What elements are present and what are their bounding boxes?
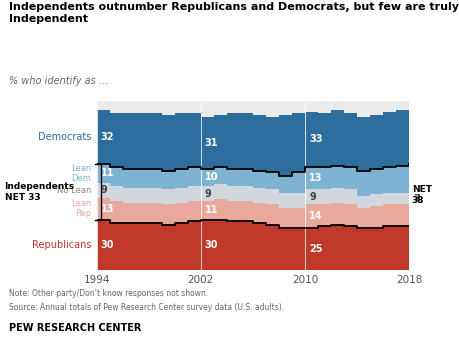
Text: Source: Annual totals of Pew Research Center survey data (U.S. adults).: Source: Annual totals of Pew Research Ce… [9,303,284,312]
Text: Lean
Rep: Lean Rep [71,199,91,218]
Text: NET
38: NET 38 [411,186,431,205]
Text: 31: 31 [204,138,218,148]
Text: 17: 17 [412,173,426,183]
Text: % who identify as ...: % who identify as ... [9,76,108,86]
Text: Independents
NET 33: Independents NET 33 [5,182,74,201]
Text: Republicans: Republicans [32,240,91,250]
Text: 25: 25 [308,244,322,254]
Text: 9: 9 [100,185,107,195]
Text: 32: 32 [100,132,114,142]
Text: 7: 7 [412,194,419,203]
Text: 13: 13 [308,173,322,183]
Text: PEW RESEARCH CENTER: PEW RESEARCH CENTER [9,323,141,333]
Text: 33: 33 [308,135,322,144]
Text: 9: 9 [204,189,211,198]
Text: 10: 10 [204,172,218,183]
Text: 30: 30 [100,240,114,250]
Text: 13: 13 [100,204,114,214]
Text: No Lean: No Lean [57,186,91,195]
Text: 31: 31 [412,133,426,143]
Text: 14: 14 [308,211,322,221]
Text: 9: 9 [308,192,315,202]
Text: Note: Other party/Don’t know responses not shown.: Note: Other party/Don’t know responses n… [9,289,208,298]
Text: Independents outnumber Republicans and Democrats, but few are truly
Independent: Independents outnumber Republicans and D… [9,2,458,24]
Text: 30: 30 [204,240,218,250]
Text: 11: 11 [100,168,114,178]
Text: 26: 26 [412,243,426,254]
Text: 11: 11 [204,206,218,215]
Text: 13: 13 [412,211,426,220]
Text: Democrats: Democrats [38,132,91,142]
Text: Lean
Dem: Lean Dem [71,164,91,183]
